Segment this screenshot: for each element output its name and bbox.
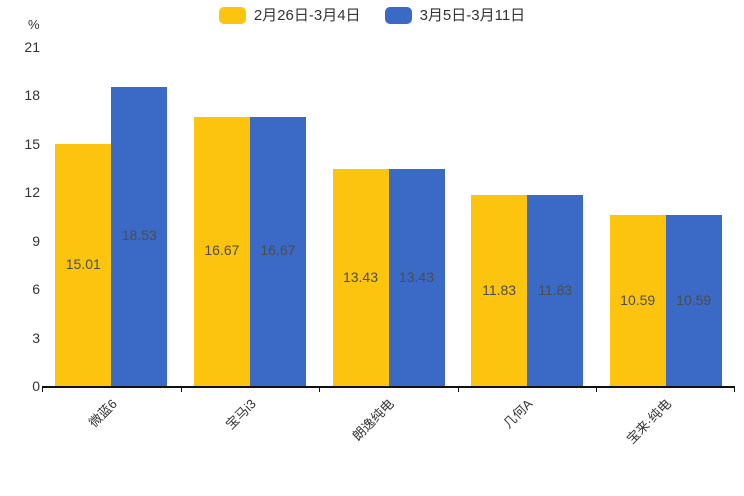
bar-series2-微蓝6[interactable]: 18.53 <box>111 86 168 386</box>
x-axis-tick <box>180 386 182 392</box>
y-axis-tick-label-15: 15 <box>24 135 40 152</box>
bar-value-label: 15.01 <box>65 255 101 272</box>
y-axis-tick-label-21: 21 <box>24 39 40 55</box>
legend-item-series1[interactable]: 2月26日-3月4日 <box>218 7 361 24</box>
y-axis-tick-label-6: 6 <box>32 281 40 298</box>
legend-swatch-blue <box>384 7 412 24</box>
bar-value-label: 16.67 <box>260 242 296 259</box>
y-axis-tick-label-12: 12 <box>24 184 40 201</box>
legend-swatch-yellow <box>218 7 246 24</box>
bar-value-label: 11.83 <box>482 281 517 298</box>
y-axis-unit-label: % <box>28 17 40 32</box>
y-axis-tick-label-3: 3 <box>32 329 40 346</box>
bar-series1-几何A[interactable]: 11.83 <box>471 195 528 386</box>
x-axis-category-label-5: 宝来·纯电 <box>623 396 675 447</box>
bar-series2-几何A[interactable]: 11.83 <box>527 195 584 386</box>
bar-value-label: 11.83 <box>538 281 573 298</box>
legend: 2月26日-3月4日 3月5日-3月11日 <box>0 7 744 24</box>
y-axis-tick-label-0: 0 <box>32 378 40 394</box>
bar-series1-朗逸纯电[interactable]: 13.43 <box>332 169 389 386</box>
bar-series2-朗逸纯电[interactable]: 13.43 <box>388 169 445 386</box>
x-axis-tick <box>457 386 459 392</box>
bar-value-label: 13.43 <box>398 268 435 285</box>
legend-label-series2: 3月5日-3月11日 <box>419 7 526 24</box>
x-axis-tick <box>42 386 43 392</box>
x-axis-category-label-3: 朗逸纯电 <box>349 396 398 444</box>
bar-series1-微蓝6[interactable]: 15.01 <box>55 143 112 386</box>
bar-series2-宝来·纯电[interactable]: 10.59 <box>665 215 722 386</box>
x-axis-tick <box>596 386 598 392</box>
bar-series1-宝马i3[interactable]: 16.67 <box>193 116 250 386</box>
x-axis-category-label-2: 宝马i3 <box>222 396 259 433</box>
bar-series2-宝马i3[interactable]: 16.67 <box>249 116 306 386</box>
bar-value-label: 16.67 <box>204 242 240 259</box>
x-axis-tick <box>734 386 735 392</box>
plot-area: 15.01 18.53 微蓝6 16.67 16.67 宝马i3 13.43 13.43 朗逸纯… <box>42 47 735 447</box>
legend-label-series1: 2月26日-3月4日 <box>253 7 361 24</box>
x-axis-category-label-4: 几何A <box>500 396 536 432</box>
bar-value-label: 10.59 <box>620 291 656 308</box>
x-axis-tick <box>319 386 321 392</box>
bar-series1-宝来·纯电[interactable]: 10.59 <box>609 215 666 386</box>
bar-value-label: 18.53 <box>121 227 157 244</box>
x-axis-category-label-1: 微蓝6 <box>85 396 121 431</box>
legend-item-series2[interactable]: 3月5日-3月11日 <box>384 7 526 24</box>
bar-value-label: 13.43 <box>342 268 379 285</box>
y-axis-tick-label-18: 18 <box>24 87 40 104</box>
y-axis-tick-label-9: 9 <box>32 232 40 249</box>
bar-value-label: 10.59 <box>676 291 712 308</box>
